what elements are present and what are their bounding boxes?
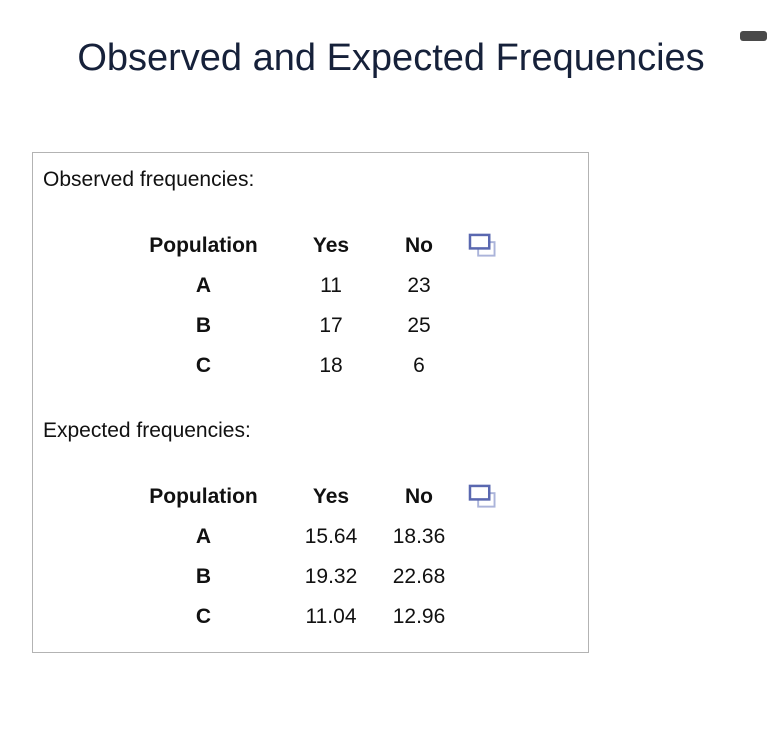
row-label: C: [195, 354, 212, 377]
observed-label: Observed frequencies:: [43, 168, 255, 191]
table-row: C 18 6: [136, 346, 499, 386]
row-label: C: [195, 605, 212, 628]
cell-yes: 11.04: [305, 605, 357, 628]
cell-no: 18.36: [392, 525, 446, 548]
expected-table: Population Yes No: [136, 477, 499, 637]
column-header-population: Population: [149, 485, 258, 508]
copy-icon[interactable]: [468, 484, 497, 510]
column-header-population: Population: [149, 234, 258, 257]
cell-yes: 11: [320, 274, 342, 297]
observed-header-row: Population Yes No: [136, 226, 499, 266]
table-row: B 17 25: [136, 306, 499, 346]
table-row: C 11.04 12.96: [136, 597, 499, 637]
column-header-no: No: [405, 485, 433, 508]
observed-copy-cell: [447, 226, 499, 266]
column-header-yes: Yes: [312, 485, 350, 508]
observed-section: Observed frequencies: Population Yes No: [33, 168, 588, 386]
page-title: Observed and Expected Frequencies: [77, 37, 705, 79]
cell-no: 22.68: [392, 565, 446, 588]
table-row: B 19.32 22.68: [136, 557, 499, 597]
cell-yes: 19.32: [304, 565, 358, 588]
cell-no: 12.96: [392, 605, 446, 628]
column-header-yes: Yes: [312, 234, 350, 257]
cell-yes: 17: [319, 314, 343, 337]
minimize-dash-icon[interactable]: [740, 31, 767, 41]
cell-yes: 18: [319, 354, 343, 377]
frequencies-panel: Observed frequencies: Population Yes No: [32, 152, 589, 653]
row-label: B: [195, 565, 212, 588]
row-label: A: [195, 274, 212, 297]
expected-copy-cell: [447, 477, 499, 517]
row-label: A: [195, 525, 212, 548]
cell-no: 23: [407, 274, 431, 297]
copy-icon[interactable]: [468, 233, 497, 259]
expected-header-row: Population Yes No: [136, 477, 499, 517]
table-row: A 15.64 18.36: [136, 517, 499, 557]
table-row: A 11 23: [136, 266, 499, 306]
cell-no: 6: [413, 354, 425, 377]
cell-no: 25: [407, 314, 431, 337]
expected-label: Expected frequencies:: [43, 419, 251, 442]
row-label: B: [195, 314, 212, 337]
expected-section: Expected frequencies: Population Yes No: [33, 419, 588, 637]
observed-table: Population Yes No: [136, 226, 499, 386]
column-header-no: No: [405, 234, 433, 257]
cell-yes: 15.64: [304, 525, 358, 548]
